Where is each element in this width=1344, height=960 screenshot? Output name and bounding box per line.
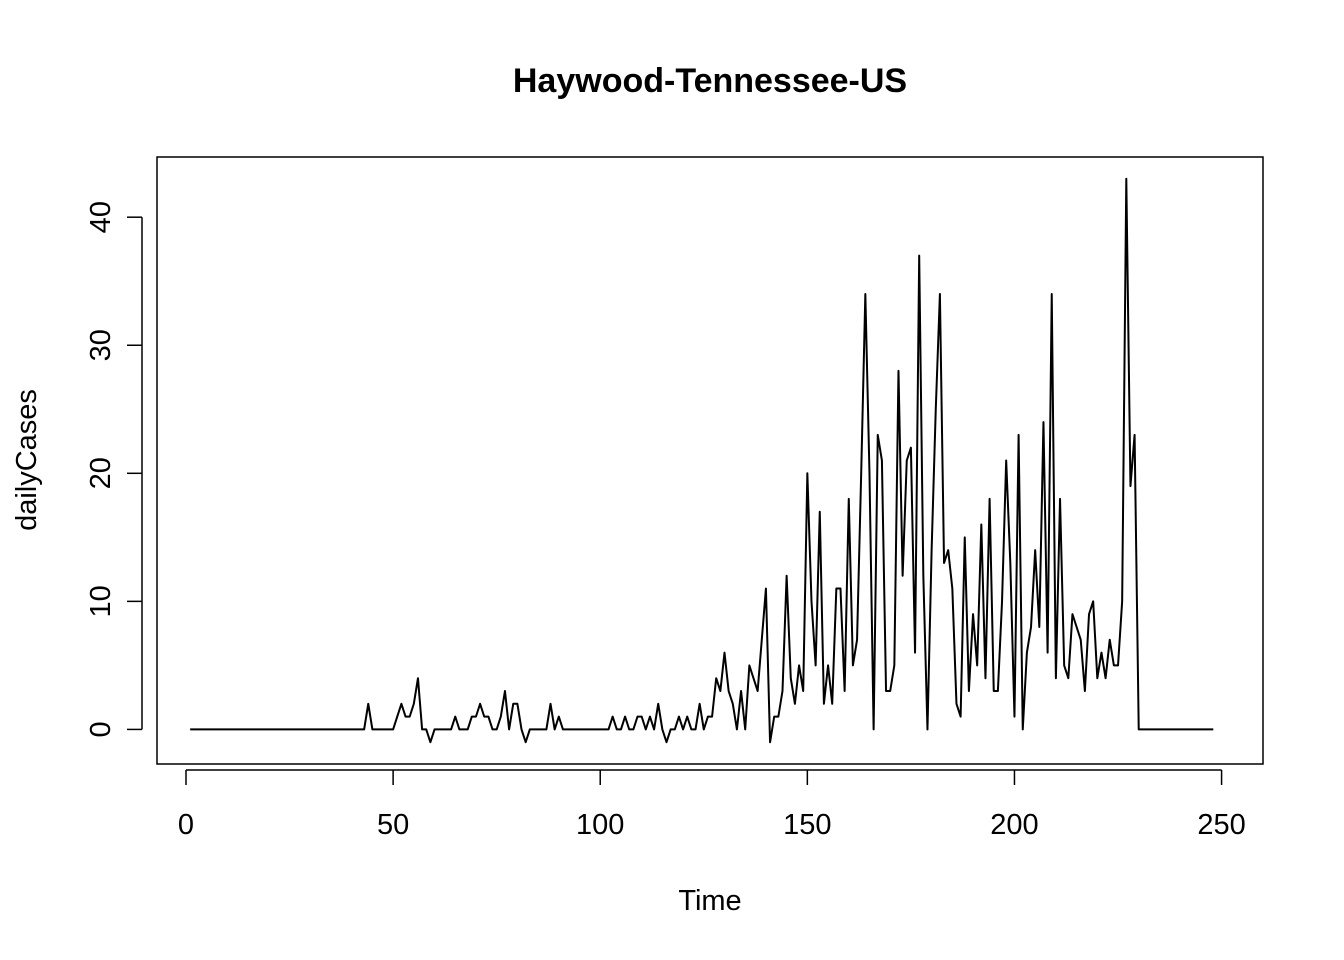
- x-tick-label: 150: [783, 809, 831, 841]
- x-tick-label: 0: [178, 809, 194, 841]
- y-tick-label: 30: [85, 329, 117, 361]
- y-tick-label: 10: [85, 585, 117, 617]
- y-tick-label: 0: [85, 721, 117, 737]
- y-tick-label: 20: [85, 457, 117, 489]
- x-axis: 0 50 100 150 200 250: [178, 769, 1246, 841]
- x-tick-label: 100: [576, 809, 624, 841]
- y-tick-label: 40: [85, 201, 117, 233]
- plot-frame: [156, 156, 1264, 765]
- series-line: [190, 177, 1214, 744]
- y-axis-label: dailyCases: [11, 389, 43, 531]
- x-tick-label: 200: [990, 809, 1038, 841]
- x-tick-label: 250: [1197, 809, 1245, 841]
- x-tick-label: 50: [377, 809, 409, 841]
- x-axis-label: Time: [678, 885, 741, 917]
- y-axis: 0 10 20 30 40: [85, 201, 143, 737]
- chart-title: Haywood-Tennessee-US: [513, 62, 907, 100]
